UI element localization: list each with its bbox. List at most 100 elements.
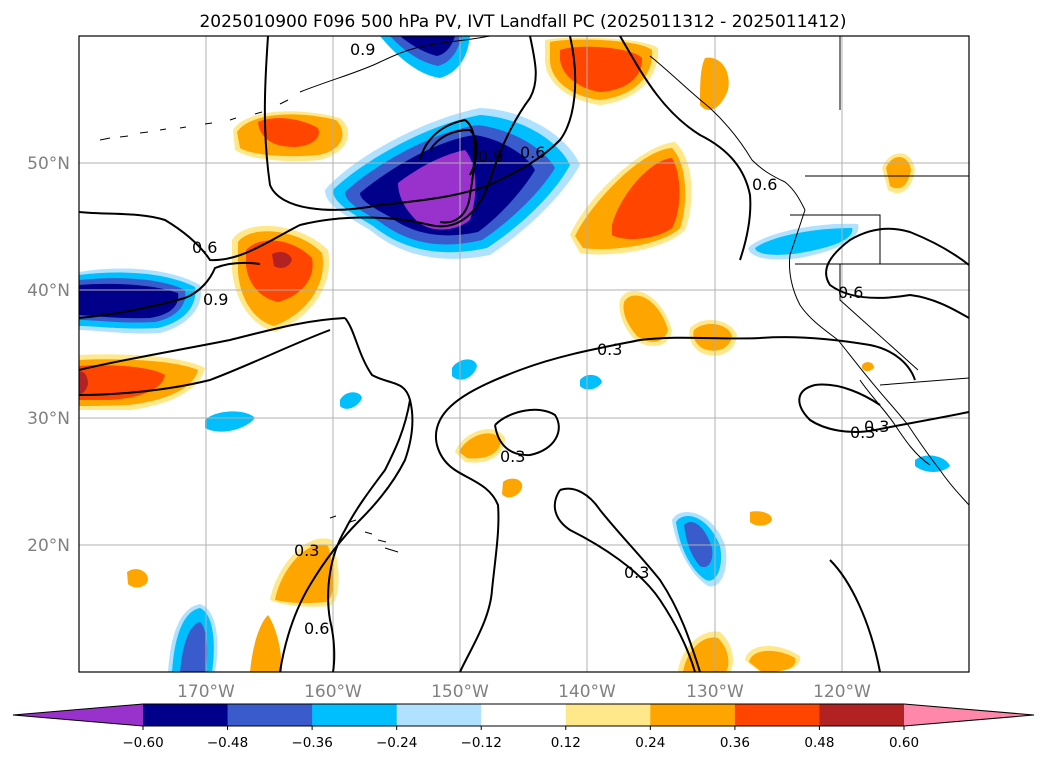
contour-label: 0.3	[850, 423, 875, 442]
colorbar-tick-label: −0.24	[376, 735, 417, 751]
map-frame	[78, 35, 970, 673]
lat-label-40n: 40°N	[27, 281, 70, 301]
chart-title: 2025010900 F096 500 hPa PV, IVT Landfall…	[199, 12, 846, 32]
contour-label: 0.9	[350, 40, 375, 59]
us-mexico-border	[879, 377, 969, 386]
contour-0.3-baja-line	[798, 383, 969, 433]
colorbar-tick-label: −0.60	[122, 735, 163, 751]
colorbar-tick-label: −0.12	[461, 735, 502, 751]
colorbar-segment	[650, 704, 736, 726]
alaska-coast	[299, 36, 491, 93]
anomaly-negative-small-31n	[205, 411, 255, 432]
anomaly-negative-small-155w	[340, 392, 362, 409]
anomaly-negative-small-140w	[580, 374, 602, 390]
colorbar-tick-label: −0.36	[291, 735, 332, 751]
contour-0.9-inner	[429, 128, 478, 176]
anomaly-negative-north-pacific-core	[398, 150, 476, 230]
colorbar-tick-label: 0.60	[889, 735, 919, 751]
anomaly-negative-small-150w	[452, 359, 477, 380]
contour-0.3-east-big	[439, 336, 916, 421]
contour-label: 0.3	[294, 541, 319, 560]
colorbar-extend-high	[904, 704, 1034, 726]
anomaly-positive-135w-47n-red	[612, 158, 680, 240]
contour-label: 0.6	[838, 283, 863, 302]
contour-0.6-alaska-south	[619, 36, 752, 261]
contour-0.6-east	[825, 227, 969, 319]
lon-label-130w: 130°W	[686, 682, 744, 702]
anomaly-positive-137w-38n-orange	[623, 295, 668, 342]
colorbar-segment	[227, 704, 313, 726]
anomaly-positive-131w-10n-orange	[683, 637, 729, 672]
anomaly-positive-162w-42n-core	[272, 252, 292, 268]
contour-0.3-central	[327, 317, 412, 672]
alaska-southeast-coast	[649, 55, 806, 211]
lon-label-160w: 160°W	[304, 682, 362, 702]
lon-label-120w: 120°W	[813, 682, 871, 702]
anomaly-positive-117w-49n-orange	[886, 156, 911, 189]
colorbar-segment	[565, 704, 651, 726]
anomaly-negative-top-navy	[400, 36, 455, 56]
colorbar-segment	[312, 704, 398, 726]
pv-contours	[79, 36, 969, 672]
contour-label: 0.6	[520, 143, 545, 162]
contour-label: 0.6	[752, 175, 777, 194]
anomaly-positive-165w-12n	[250, 615, 282, 672]
contour-label: 0.3	[864, 417, 889, 436]
baja-california	[859, 379, 931, 466]
anomaly-positive-162w-42n-red	[246, 240, 313, 302]
anomaly-negative-170w-12n-blue	[180, 622, 208, 672]
north-america-west-coast	[789, 209, 969, 506]
contour-0.3-small-loop	[494, 408, 560, 457]
contour-label: 0.6	[192, 238, 217, 257]
colorbar-tick-label: 0.12	[551, 735, 581, 751]
colorbar-segment	[396, 704, 482, 726]
anomaly-positive-gulf-alaska-red	[560, 46, 643, 92]
contour-0.6-north	[263, 36, 577, 211]
graticule	[79, 36, 969, 672]
contour-label: 0.3	[500, 447, 525, 466]
lat-label-20n: 20°N	[27, 536, 70, 556]
anomaly-positive-146w-25n	[502, 478, 523, 498]
colorbar-tick-label: −0.48	[207, 735, 248, 751]
contour-label: 0.3	[624, 563, 649, 582]
colorbar-segment	[481, 704, 567, 726]
anomaly-positive-126w-11n-orange	[749, 650, 796, 672]
anomaly-positive-small-22n	[750, 511, 772, 526]
anomaly-negative-baja	[915, 455, 950, 472]
contour-label: 0.9	[203, 290, 228, 309]
anomaly-negative-california-mid	[755, 228, 853, 255]
contour-0.3-south-east-2	[553, 489, 696, 672]
colorbar: −0.60 −0.48 −0.36 −0.24 −0.12 0.12 0.24 0.36 0.4…	[12, 703, 1035, 751]
aleutian-islands	[99, 99, 289, 141]
anomaly-positive-149w-28n-orange	[459, 433, 501, 459]
anomaly-negative-131w-20n-blue	[684, 521, 713, 568]
contour-0.6-west	[79, 317, 346, 371]
map-panel: 0.9 0.6 0.6 0.6 0.9 0.9 0.6 0.3 0.3 0.3 …	[79, 36, 969, 672]
anomaly-positive-small-126w	[700, 57, 729, 110]
state-border-oregon	[790, 214, 881, 264]
contour-0.9-west	[79, 261, 261, 319]
contour-0.3-south-east	[559, 487, 701, 672]
colorbar-extend-low	[13, 704, 143, 726]
anomaly-positive-175w-18n	[127, 569, 148, 588]
state-border-nevada	[839, 264, 919, 371]
contour-0.6-west-lower	[79, 329, 331, 396]
coastlines-and-borders	[99, 36, 969, 553]
pv-anomaly-fills	[79, 36, 950, 672]
contour-0.3-inner-loop	[435, 419, 500, 672]
anomaly-positive-west-33n-core	[79, 371, 88, 394]
contour-labels: 0.9 0.6 0.6 0.6 0.9 0.9 0.6 0.3 0.3 0.3 …	[192, 40, 889, 638]
lat-label-50n: 50°N	[27, 154, 70, 174]
colorbar-segment	[734, 704, 820, 726]
hawaii-islands	[329, 515, 399, 553]
colorbar-tick-label: 0.48	[804, 735, 834, 751]
anomaly-positive-small-33n-east	[862, 362, 874, 371]
colorbar-segment	[819, 704, 905, 726]
lon-label-170w: 170°W	[177, 682, 235, 702]
contour-0.9-north	[79, 36, 537, 262]
anomaly-positive-165w-52n-red	[258, 118, 319, 147]
lat-label-30n: 30°N	[27, 409, 70, 429]
contour-label: 0.3	[597, 340, 622, 359]
colorbar-tick-label: 0.36	[720, 735, 750, 751]
